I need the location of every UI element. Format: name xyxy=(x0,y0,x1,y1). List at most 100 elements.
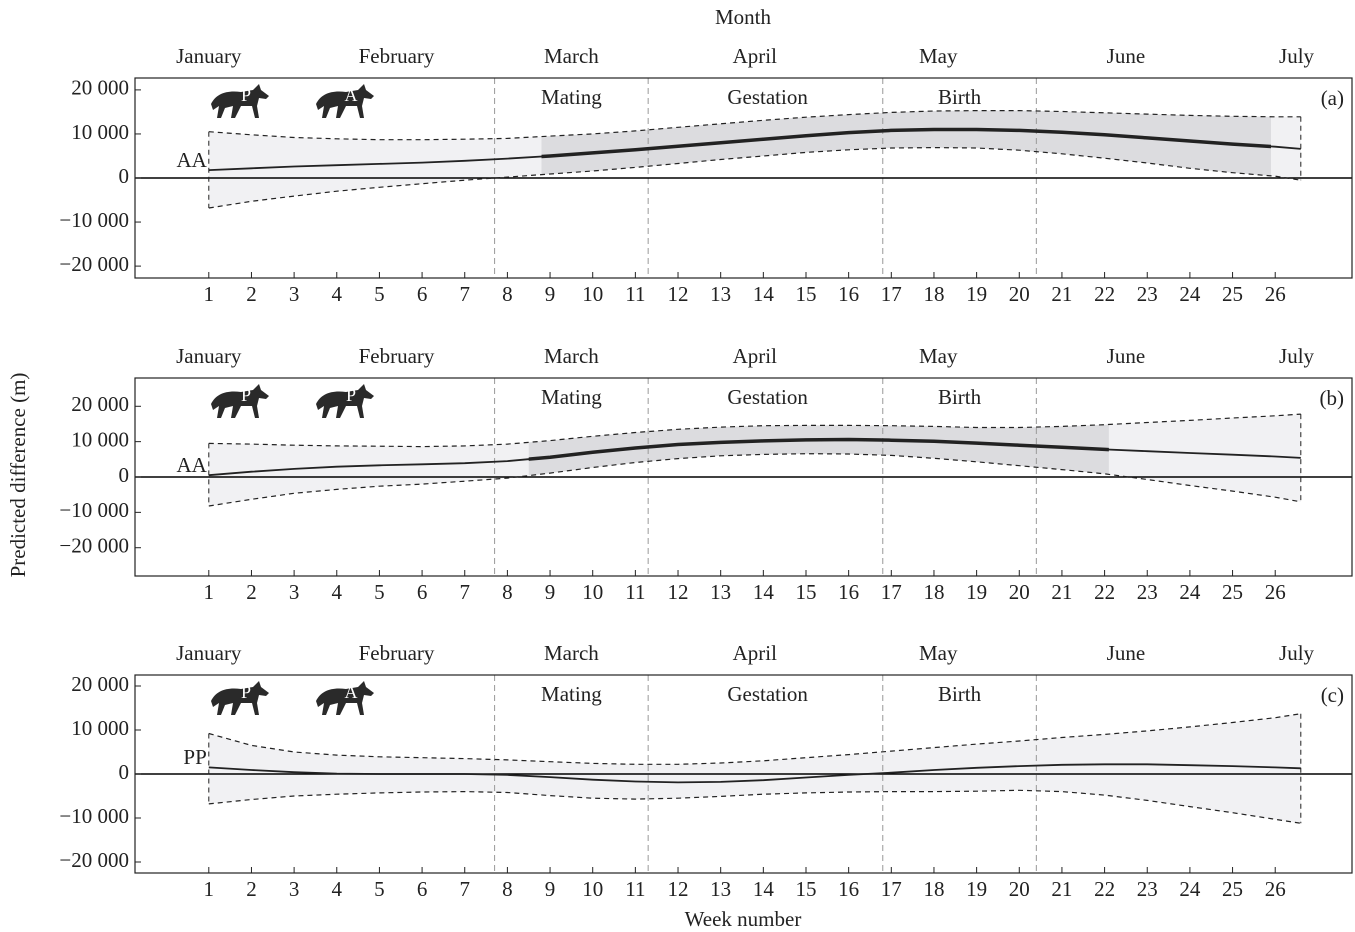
x-tick-label: 12 xyxy=(668,282,689,306)
x-tick-label: 23 xyxy=(1137,282,1158,306)
x-tick-label: 20 xyxy=(1009,282,1030,306)
x-tick-label: 12 xyxy=(668,580,689,604)
x-tick-label: 22 xyxy=(1094,877,1115,901)
x-tick-label: 15 xyxy=(795,877,816,901)
x-tick-label: 6 xyxy=(417,877,428,901)
x-tick-label: 16 xyxy=(838,282,859,306)
y-tick-label: −20 000 xyxy=(59,848,129,872)
x-tick-label: 8 xyxy=(502,877,513,901)
ci-band xyxy=(209,714,1301,824)
x-tick-label: 19 xyxy=(966,580,987,604)
x-tick-label: 10 xyxy=(582,580,603,604)
phase-label: Gestation xyxy=(727,385,808,409)
x-tick-label: 15 xyxy=(795,282,816,306)
x-tick-label: 14 xyxy=(753,580,775,604)
icon-letter: A xyxy=(345,85,358,105)
phase-label: Gestation xyxy=(727,682,808,706)
x-tick-label: 8 xyxy=(502,580,513,604)
x-tick-label: 11 xyxy=(625,282,645,306)
month-label: February xyxy=(359,641,435,665)
x-tick-label: 6 xyxy=(417,580,428,604)
month-label: February xyxy=(359,344,435,368)
x-tick-label: 26 xyxy=(1265,580,1286,604)
month-label: June xyxy=(1107,344,1146,368)
x-tick-label: 1 xyxy=(204,877,215,901)
x-tick-label: 10 xyxy=(582,877,603,901)
y-tick-label: 10 000 xyxy=(71,716,129,740)
y-tick-label: −10 000 xyxy=(59,804,129,828)
month-label: March xyxy=(544,344,599,368)
month-label: May xyxy=(919,641,958,665)
month-label: March xyxy=(544,44,599,68)
month-label: February xyxy=(359,44,435,68)
x-tick-label: 4 xyxy=(332,282,343,306)
x-tick-label: 20 xyxy=(1009,580,1030,604)
x-tick-label: 23 xyxy=(1137,877,1158,901)
x-tick-label: 10 xyxy=(582,282,603,306)
month-label: June xyxy=(1107,641,1146,665)
x-tick-label: 11 xyxy=(625,877,645,901)
phase-label: Birth xyxy=(938,85,982,109)
x-tick-label: 2 xyxy=(246,877,257,901)
phase-label: Mating xyxy=(541,682,602,706)
x-tick-label: 24 xyxy=(1179,580,1201,604)
x-tick-label: 4 xyxy=(332,580,343,604)
x-tick-label: 22 xyxy=(1094,580,1115,604)
month-label: April xyxy=(733,344,777,368)
x-tick-label: 18 xyxy=(923,877,944,901)
x-tick-label: 12 xyxy=(668,877,689,901)
x-tick-label: 18 xyxy=(923,580,944,604)
x-tick-label: 23 xyxy=(1137,580,1158,604)
x-tick-label: 19 xyxy=(966,877,987,901)
x-tick-label: 24 xyxy=(1179,877,1201,901)
month-label: May xyxy=(919,44,958,68)
x-tick-label: 25 xyxy=(1222,580,1243,604)
x-tick-label: 5 xyxy=(374,282,385,306)
x-tick-label: 13 xyxy=(710,877,731,901)
x-tick-label: 14 xyxy=(753,877,775,901)
x-tick-label: 15 xyxy=(795,580,816,604)
x-tick-label: 3 xyxy=(289,580,300,604)
x-tick-label: 18 xyxy=(923,282,944,306)
x-tick-label: 26 xyxy=(1265,877,1286,901)
x-tick-label: 13 xyxy=(710,282,731,306)
x-tick-label: 9 xyxy=(545,282,556,306)
x-tick-label: 17 xyxy=(881,282,902,306)
month-label: May xyxy=(919,344,958,368)
y-tick-label: −20 000 xyxy=(59,534,129,558)
x-tick-label: 25 xyxy=(1222,282,1243,306)
phase-label: Mating xyxy=(541,85,602,109)
y-tick-label: −20 000 xyxy=(59,252,129,276)
x-tick-label: 20 xyxy=(1009,877,1030,901)
group-label: AA xyxy=(176,453,207,477)
x-tick-label: 21 xyxy=(1051,877,1072,901)
phase-label: Birth xyxy=(938,682,982,706)
x-tick-label: 17 xyxy=(881,580,902,604)
chart-title: Month xyxy=(715,5,772,29)
group-label: PP xyxy=(183,745,206,769)
icon-letter: P xyxy=(241,85,251,105)
month-label: March xyxy=(544,641,599,665)
month-label: July xyxy=(1279,344,1315,368)
y-tick-label: −10 000 xyxy=(59,498,129,522)
icon-letter: P xyxy=(241,682,251,702)
month-label: January xyxy=(176,44,242,68)
x-tick-label: 7 xyxy=(459,877,470,901)
x-tick-label: 7 xyxy=(459,580,470,604)
month-label: June xyxy=(1107,44,1146,68)
x-tick-label: 21 xyxy=(1051,282,1072,306)
x-tick-label: 2 xyxy=(246,282,257,306)
y-tick-label: 0 xyxy=(119,463,130,487)
x-tick-label: 4 xyxy=(332,877,343,901)
y-tick-label: 0 xyxy=(119,760,130,784)
phase-label: Gestation xyxy=(727,85,808,109)
x-tick-label: 13 xyxy=(710,580,731,604)
x-tick-label: 19 xyxy=(966,282,987,306)
x-tick-label: 5 xyxy=(374,580,385,604)
phase-label: Birth xyxy=(938,385,982,409)
y-tick-label: 20 000 xyxy=(71,672,129,696)
x-tick-label: 26 xyxy=(1265,282,1286,306)
month-label: July xyxy=(1279,641,1315,665)
chart: −20 000−10 000010 00020 0001234567891011… xyxy=(0,0,1355,932)
icon-letter: A xyxy=(345,682,358,702)
